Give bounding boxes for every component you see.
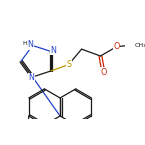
Text: S: S xyxy=(66,60,71,69)
Text: N: N xyxy=(50,46,56,55)
Text: H: H xyxy=(22,41,27,46)
Text: CH₃: CH₃ xyxy=(134,43,145,48)
Text: O: O xyxy=(100,68,106,77)
Text: N: N xyxy=(28,40,33,49)
Text: O: O xyxy=(114,42,120,51)
Text: N: N xyxy=(29,74,35,83)
